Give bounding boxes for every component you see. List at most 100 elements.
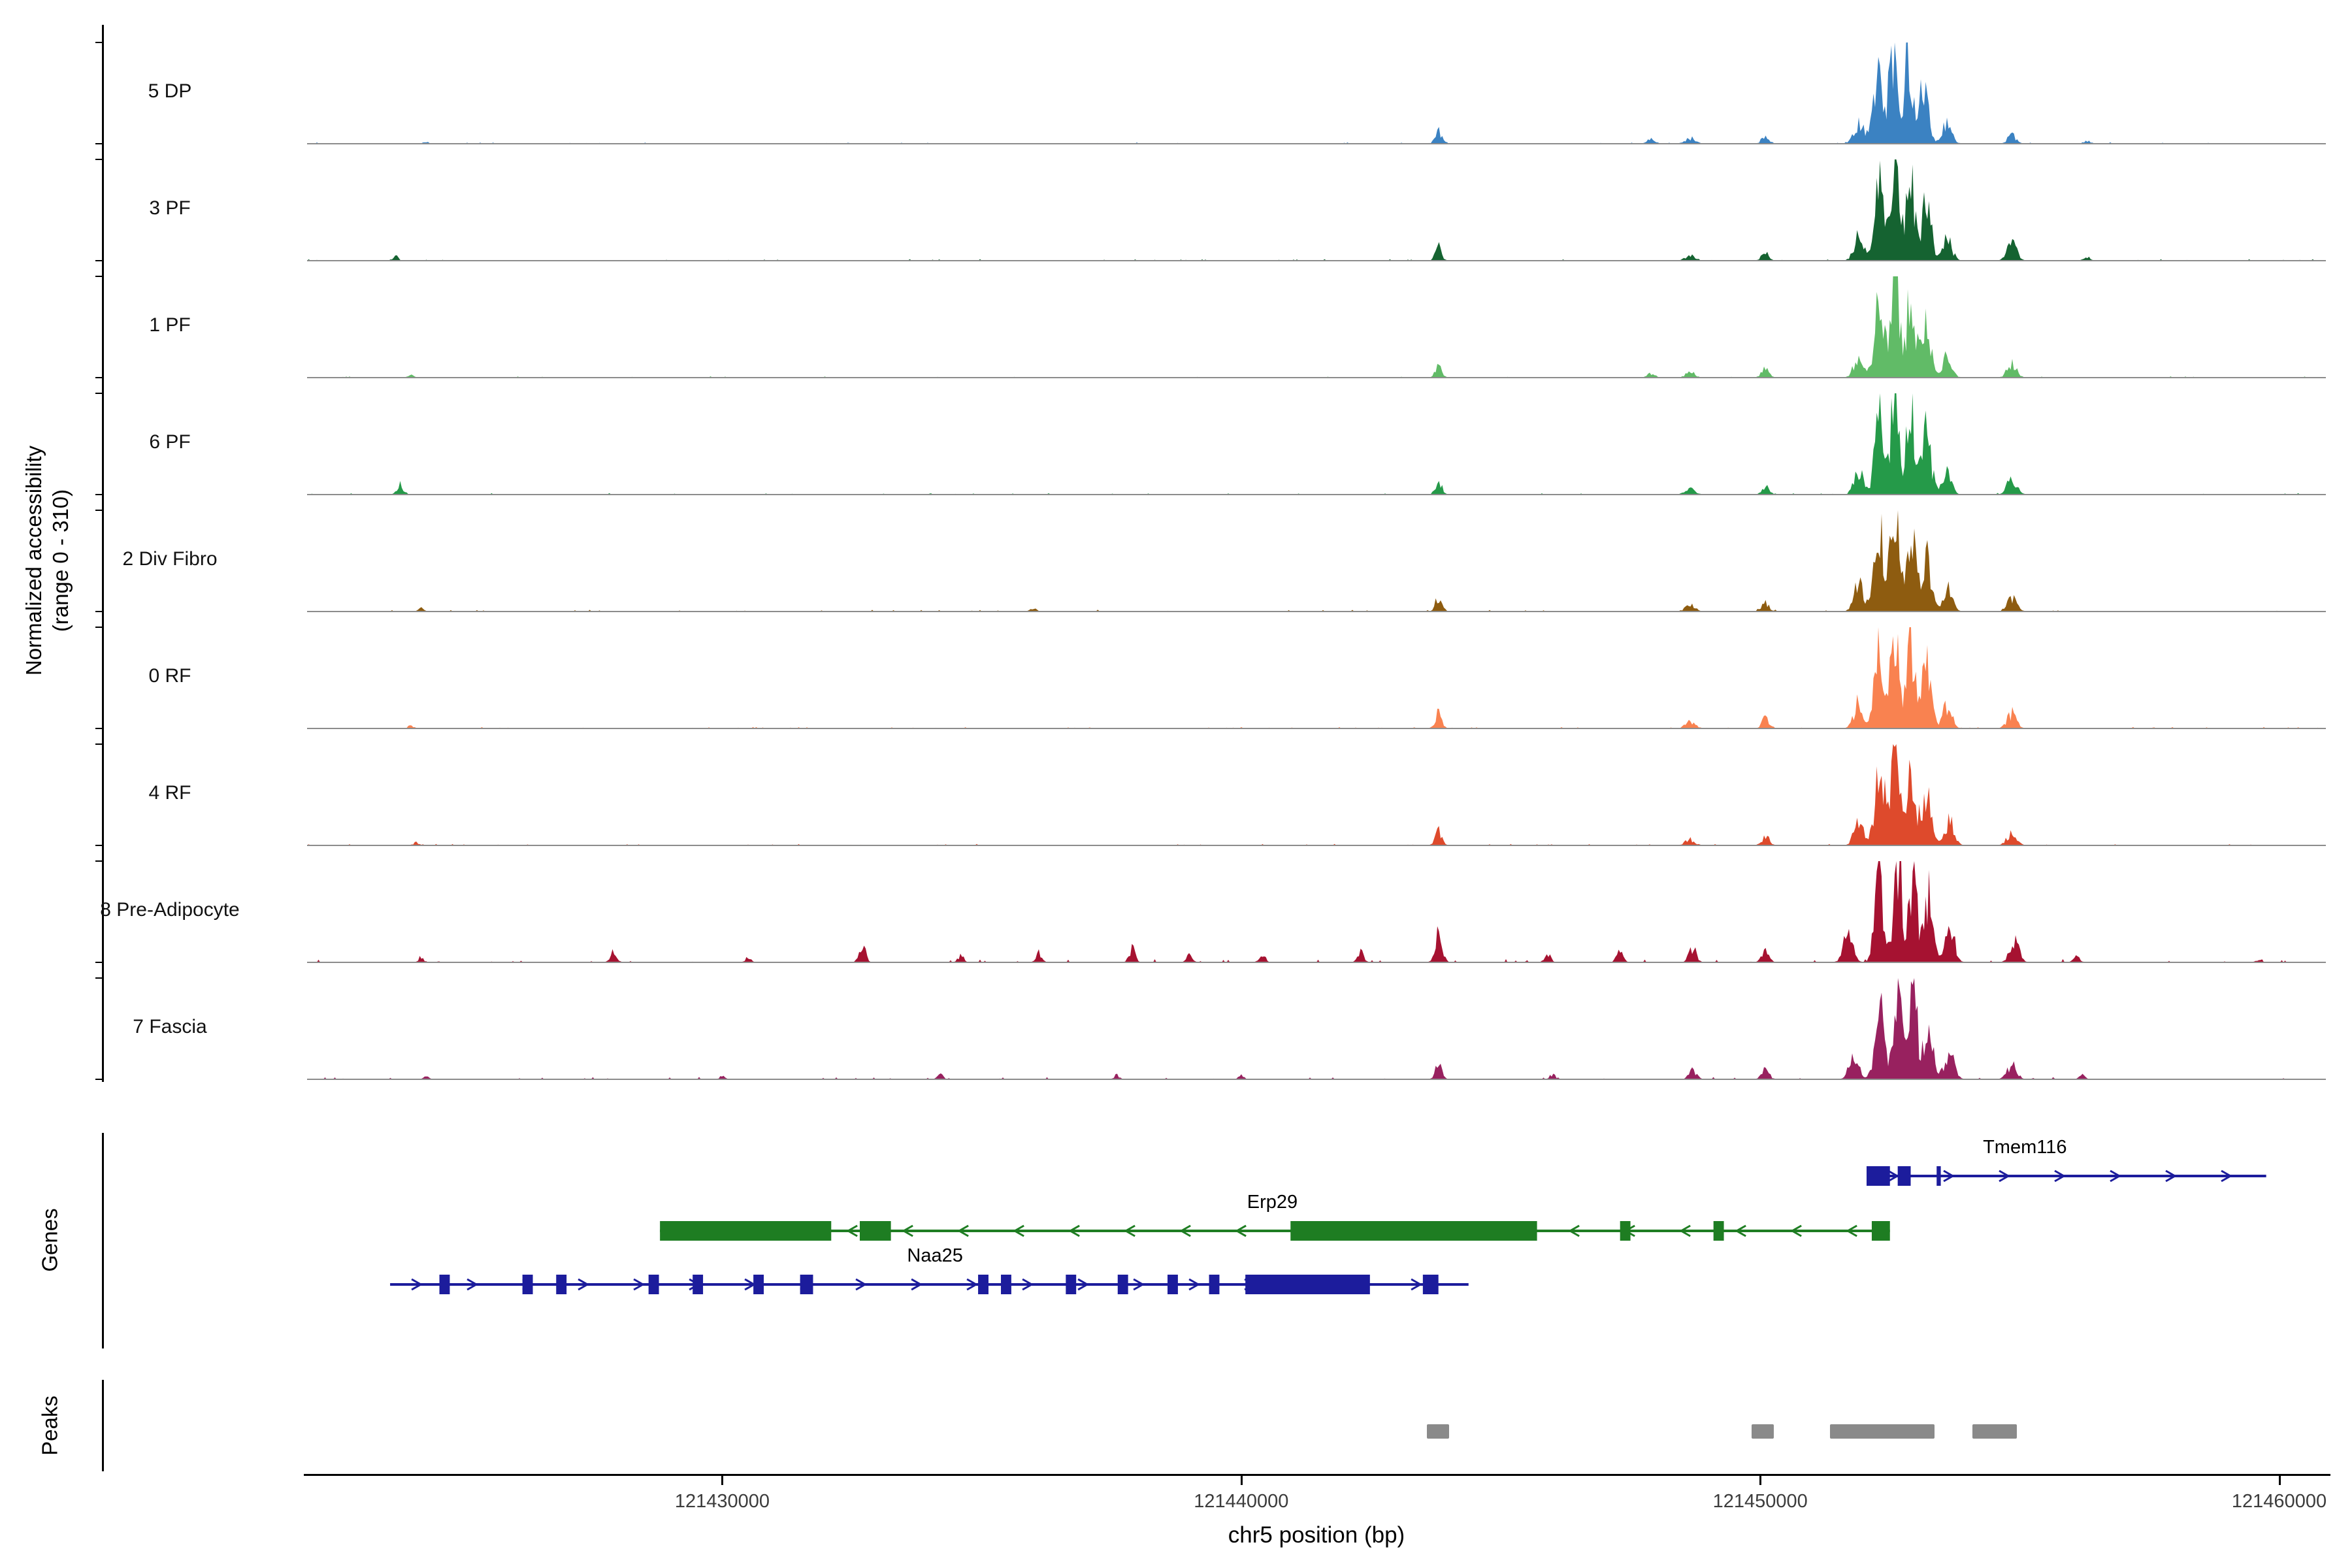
strand-arrow xyxy=(911,1278,923,1291)
exon xyxy=(1001,1275,1011,1294)
genes-axis-bracket xyxy=(102,1133,104,1348)
strand-arrow xyxy=(1679,1224,1691,1237)
exon xyxy=(1209,1275,1220,1294)
gene-models-canvas xyxy=(390,1166,2266,1294)
track-label-2: 1 PF xyxy=(149,314,191,336)
strand-arrow xyxy=(1943,1169,1955,1183)
y-axis-tick xyxy=(95,860,102,862)
y-axis-tick xyxy=(95,728,102,729)
track-label-6: 4 RF xyxy=(148,782,191,804)
x-axis-line xyxy=(304,1474,2330,1476)
track-label-4: 2 Div Fibro xyxy=(122,548,218,570)
strand-arrow xyxy=(2110,1169,2122,1183)
track-label-1: 3 PF xyxy=(149,197,191,219)
strand-arrow xyxy=(1188,1278,1201,1291)
strand-arrow xyxy=(1999,1169,2011,1183)
gene-name-label: Naa25 xyxy=(907,1245,963,1266)
strand-arrow xyxy=(1124,1224,1135,1237)
exon xyxy=(1066,1275,1077,1294)
strand-arrow xyxy=(1022,1278,1034,1291)
strand-arrow xyxy=(1235,1224,1247,1237)
exon xyxy=(978,1275,988,1294)
y-axis-tick xyxy=(95,611,102,612)
x-axis-tick-mark xyxy=(1240,1476,1243,1485)
strand-arrow xyxy=(1846,1224,1857,1237)
strand-arrow xyxy=(966,1278,979,1291)
strand-arrow xyxy=(1411,1278,1423,1291)
exon xyxy=(660,1221,832,1241)
strand-arrow xyxy=(1735,1224,1746,1237)
genes-section-label: Genes xyxy=(37,1208,62,1272)
exon xyxy=(1290,1221,1537,1241)
coverage-signal-2 xyxy=(307,276,2326,378)
exon xyxy=(1897,1166,1911,1186)
y-axis-tick xyxy=(95,159,102,160)
track-label-3: 6 PF xyxy=(149,431,191,453)
strand-arrow xyxy=(902,1224,913,1237)
exon xyxy=(800,1275,813,1294)
peak-region xyxy=(1427,1424,1449,1439)
y-axis-tick xyxy=(95,627,102,628)
strand-arrow xyxy=(1887,1169,1900,1183)
peaks-axis-bracket xyxy=(102,1380,104,1471)
exon xyxy=(859,1221,891,1241)
y-axis-tick xyxy=(95,393,102,394)
gene-model-Erp29 xyxy=(660,1221,1890,1241)
exon xyxy=(1168,1275,1178,1294)
strand-arrow xyxy=(1077,1278,1090,1291)
strand-arrow xyxy=(855,1278,868,1291)
strand-arrow xyxy=(2221,1169,2233,1183)
y-axis-tick xyxy=(95,276,102,277)
x-axis-tick-mark xyxy=(2278,1476,2281,1485)
x-axis-tick-mark xyxy=(721,1476,724,1485)
peak-region xyxy=(1972,1424,2017,1439)
peak-region xyxy=(1752,1424,1774,1439)
x-axis-tick-label: 121430000 xyxy=(674,1491,770,1512)
x-axis-title: chr5 position (bp) xyxy=(1228,1522,1405,1548)
strand-arrow xyxy=(1179,1224,1191,1237)
coverage-signal-1 xyxy=(307,159,2326,261)
y-axis-tick xyxy=(95,260,102,261)
coverage-signal-5 xyxy=(307,627,2326,728)
exon xyxy=(1867,1166,1890,1186)
y-axis-tick xyxy=(95,845,102,846)
gene-model-Naa25 xyxy=(390,1275,1469,1294)
peaks-track xyxy=(307,1424,2326,1440)
gene-model-Tmem116 xyxy=(1867,1166,2266,1186)
tracks-axis-bracket xyxy=(102,25,104,1082)
strand-arrow xyxy=(2054,1169,2066,1183)
coverage-signal-6 xyxy=(307,744,2326,845)
y-axis-tick xyxy=(95,510,102,511)
peaks-section-label: Peaks xyxy=(37,1396,62,1456)
strand-arrow xyxy=(1133,1278,1145,1291)
coverage-signal-7 xyxy=(307,861,2326,962)
track-label-7: 8 Pre-Adipocyte xyxy=(100,899,240,921)
coverage-signal-4 xyxy=(307,510,2326,612)
track-label-8: 7 Fascia xyxy=(133,1016,207,1037)
exon xyxy=(1871,1221,1890,1241)
y-axis-tick xyxy=(95,143,102,144)
gene-name-label: Erp29 xyxy=(1247,1192,1298,1213)
x-axis-tick-mark xyxy=(1759,1476,1762,1485)
strand-arrow xyxy=(466,1278,479,1291)
peak-region xyxy=(1829,1424,1935,1439)
exon xyxy=(439,1275,450,1294)
x-axis-tick-label: 121460000 xyxy=(2231,1491,2327,1512)
exon xyxy=(1713,1221,1724,1241)
exon xyxy=(1620,1221,1631,1241)
strand-arrow xyxy=(411,1278,423,1291)
y-axis-tick xyxy=(95,494,102,495)
track-label-5: 0 RF xyxy=(148,665,191,687)
coverage-signal-0 xyxy=(307,42,2326,144)
gene-name-label: Tmem116 xyxy=(1983,1137,2067,1158)
exon xyxy=(1117,1275,1128,1294)
exon xyxy=(556,1275,567,1294)
x-axis-tick-label: 121440000 xyxy=(1194,1491,1289,1512)
y-axis-tick xyxy=(95,1079,102,1080)
y-axis-tick xyxy=(95,377,102,378)
strand-arrow xyxy=(578,1278,590,1291)
strand-arrow xyxy=(1790,1224,1802,1237)
coverage-tracks-canvas xyxy=(307,42,2326,1080)
track-label-0: 5 DP xyxy=(148,80,192,102)
